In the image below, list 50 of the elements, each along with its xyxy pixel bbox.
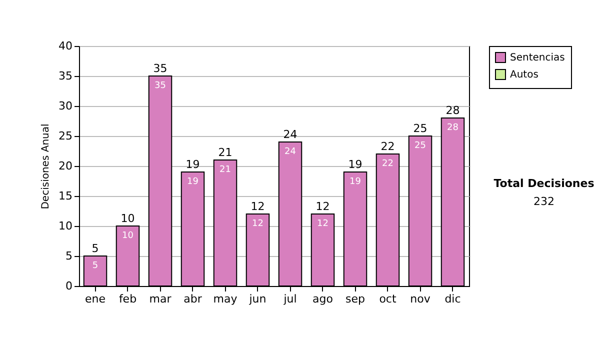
y-tick-label: 35: [58, 70, 72, 82]
total-label: 12: [250, 200, 265, 213]
total-label: 10: [120, 212, 135, 225]
data-label: 24: [284, 147, 296, 157]
x-tick-label: dic: [444, 292, 461, 306]
total-label: 12: [316, 200, 330, 213]
data-label: 28: [447, 123, 459, 133]
x-tick-label: abr: [184, 292, 202, 306]
total-label: 24: [283, 128, 298, 141]
y-tick-label: 0: [66, 280, 72, 292]
y-tick-label: 20: [58, 160, 72, 172]
data-label: 35: [154, 81, 166, 91]
legend-label: Autos: [510, 70, 538, 80]
total-label: 25: [413, 122, 428, 135]
data-label: 5: [92, 261, 98, 271]
x-tick-label: oct: [379, 292, 397, 306]
total-label: 22: [380, 140, 395, 153]
x-tick-label: jun: [248, 292, 266, 306]
y-tick-label: 40: [58, 40, 72, 52]
y-tick-label: 30: [58, 100, 72, 112]
data-label: 25: [414, 141, 426, 151]
data-label: 22: [382, 159, 394, 169]
text: 232: [534, 195, 554, 208]
data-label: 19: [350, 177, 362, 187]
y-tick-label: 10: [58, 220, 72, 232]
total-label: 28: [446, 104, 460, 117]
x-tick-label: nov: [410, 292, 431, 306]
data-label: 10: [122, 231, 134, 241]
total-label: 19: [348, 158, 362, 171]
x-tick-label: may: [213, 292, 238, 306]
data-label: 21: [220, 165, 231, 175]
y-tick-label: 25: [58, 130, 72, 142]
x-tick-label: jul: [282, 292, 297, 306]
data-label: 12: [317, 219, 328, 229]
x-tick-label: mar: [149, 292, 172, 306]
total-label: 19: [186, 158, 200, 171]
x-tick-label: feb: [118, 292, 137, 306]
legend-label: Sentencias: [510, 52, 565, 64]
data-label: 19: [187, 177, 199, 187]
total-label: 35: [153, 62, 168, 75]
y-tick-label: 15: [58, 190, 72, 202]
y-axis-title: Decisiones Anual: [40, 124, 52, 210]
total-label: 21: [218, 146, 232, 159]
total-label: 5: [92, 242, 99, 255]
text: Total Decisiones: [494, 177, 595, 190]
x-tick-label: sep: [346, 292, 366, 306]
x-tick-label: ene: [84, 292, 106, 306]
data-label: 12: [252, 219, 264, 229]
y-tick-label: 5: [66, 250, 72, 262]
x-tick-label: ago: [312, 292, 334, 306]
